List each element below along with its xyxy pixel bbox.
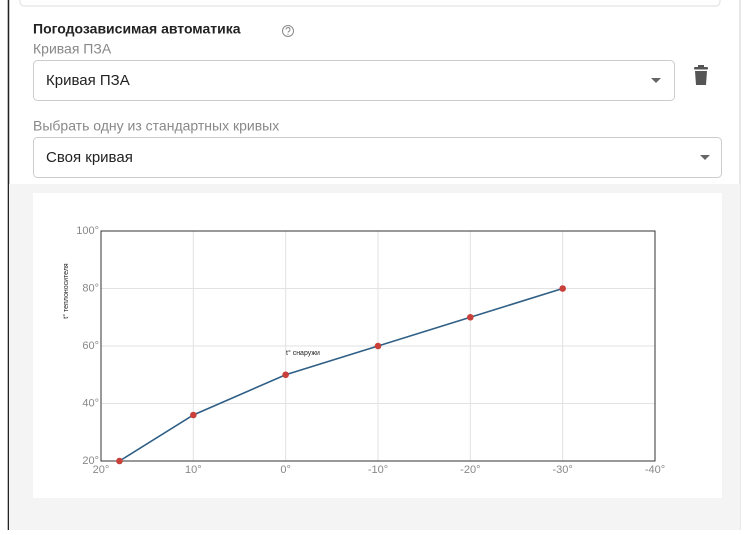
curve-select-value: Кривая ПЗА	[46, 72, 130, 89]
x-axis-label: t° снаружи	[286, 349, 320, 357]
x-tick-label: -40°	[645, 464, 665, 476]
y-tick-label: 60°	[82, 340, 99, 352]
y-tick-label: 80°	[82, 282, 99, 294]
y-tick-label: 100°	[76, 225, 99, 237]
curve-line	[119, 287, 563, 462]
x-tick-label: 20°	[93, 464, 110, 476]
standard-label: Выбрать одну из стандартных кривых	[33, 118, 279, 134]
x-tick-label: 10°	[185, 464, 202, 476]
y-tick-label: 40°	[82, 397, 99, 409]
x-tick-label: -30°	[553, 464, 573, 476]
help-icon[interactable]	[282, 25, 294, 37]
top-strip	[19, 0, 721, 7]
curve-point	[467, 313, 474, 321]
y-axis-label: t° теплоносителя	[62, 263, 70, 319]
curve-select[interactable]	[33, 60, 675, 101]
x-tick-label: -10°	[368, 464, 388, 476]
section-title: Погодозависимая автоматика	[33, 21, 241, 37]
standard-select[interactable]	[33, 137, 722, 178]
x-tick-label: -20°	[460, 464, 480, 476]
x-tick-label: 0°	[280, 464, 291, 476]
plot-border	[100, 230, 656, 462]
curve-point	[282, 371, 289, 379]
chart: 20° 40° 60° 80° 100° 20° 10° 0° -10° -20° -30° -40°…	[62, 225, 665, 476]
standard-select-value: Своя кривая	[46, 149, 133, 166]
curve-point	[374, 342, 382, 350]
curve-point	[116, 457, 123, 465]
curve-label: Кривая ПЗА	[33, 41, 112, 57]
curve-point	[190, 411, 197, 419]
y-tick-label: 20°	[82, 455, 99, 467]
caret	[651, 78, 661, 83]
delete-button[interactable]	[694, 65, 708, 85]
curve-point	[559, 285, 566, 292]
caret	[700, 155, 710, 160]
